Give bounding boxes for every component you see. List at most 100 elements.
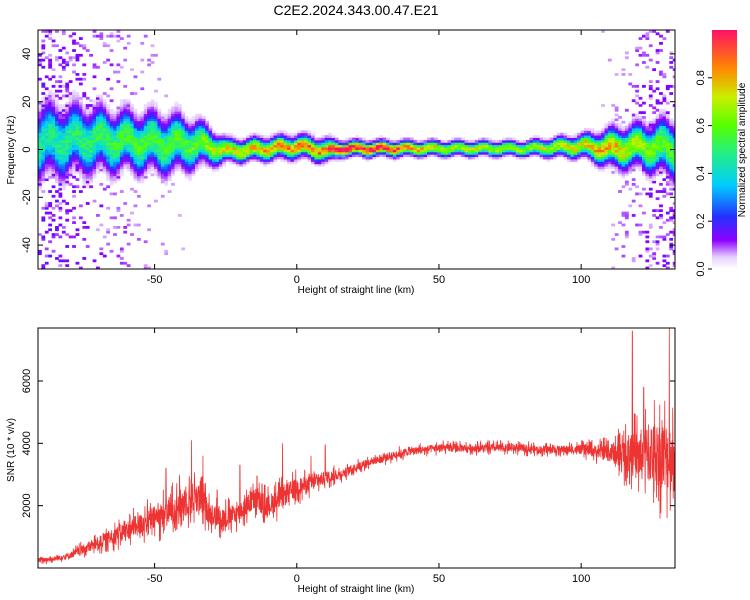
heatmap-cell (594, 163, 599, 167)
heatmap-cell (607, 163, 612, 167)
heatmap-cell (311, 159, 315, 162)
heatmap-cell (300, 137, 305, 141)
heatmap-cell (154, 173, 158, 177)
heatmap-cell (669, 125, 674, 129)
heatmap-cell (556, 135, 561, 138)
heatmap-cell (430, 154, 435, 158)
heatmap-cell (355, 142, 360, 146)
heatmap-cell (205, 142, 210, 146)
heatmap-cell (669, 168, 674, 172)
heatmap-cell (167, 149, 172, 153)
heatmap-cell (194, 149, 199, 153)
heatmap-cell (38, 63, 42, 67)
heatmap-cell (430, 151, 435, 155)
heatmap-cell (635, 137, 639, 141)
heatmap-cell (140, 173, 145, 177)
heatmap-cell (143, 264, 148, 268)
heatmap-cell (78, 175, 83, 179)
heatmap-cell (48, 154, 53, 158)
heatmap-cell (659, 139, 663, 143)
heatmap-cell (191, 142, 196, 146)
heatmap-cell (652, 118, 657, 122)
heatmap-cell (38, 135, 42, 138)
heatmap-cell (218, 137, 223, 141)
heatmap-cell (628, 73, 633, 76)
heatmap-cell (109, 137, 114, 141)
heatmap-cell (51, 154, 56, 158)
heatmap-cell (365, 149, 370, 153)
heatmap-cell (519, 147, 523, 150)
heatmap-cell (167, 144, 172, 148)
heatmap-cell (665, 125, 670, 129)
heatmap-cell (147, 266, 152, 269)
heatmap-cell (38, 116, 42, 119)
heatmap-cell (194, 118, 199, 122)
heatmap-cell (61, 120, 66, 124)
heatmap-cell (621, 214, 626, 217)
heatmap-cell (355, 139, 360, 143)
heatmap-cell (133, 190, 138, 193)
heatmap-cell (85, 135, 90, 138)
heatmap-cell (645, 144, 650, 148)
heatmap-cell (252, 137, 257, 141)
heatmap-cell (92, 113, 97, 117)
heatmap-cell (191, 123, 196, 126)
heatmap-cell (379, 144, 384, 148)
heatmap-cell (61, 182, 66, 186)
heatmap-cell (669, 56, 674, 60)
heatmap-cell (44, 108, 49, 112)
heatmap-cell (662, 154, 667, 158)
heatmap-cell (433, 137, 438, 141)
heatmap-cell (263, 149, 268, 153)
heatmap-cell (212, 168, 216, 172)
heatmap-cell (147, 58, 152, 62)
heatmap-cell (38, 161, 42, 165)
heatmap-cell (427, 137, 431, 141)
heatmap-cell (481, 154, 486, 158)
heatmap-cell (584, 147, 588, 150)
heatmap-cell (655, 209, 660, 213)
heatmap-cell (157, 130, 162, 134)
heatmap-cell (652, 127, 657, 131)
heatmap-cell (611, 266, 616, 269)
heatmap-cell (662, 94, 667, 98)
heatmap-cell (584, 127, 588, 131)
heatmap-cell (614, 171, 619, 174)
heatmap-cell (51, 142, 56, 146)
heatmap-cell (225, 156, 230, 160)
heatmap-cell (512, 151, 517, 155)
heatmap-cell (44, 106, 49, 110)
heatmap-cell (75, 168, 80, 172)
heatmap-cell (655, 235, 660, 239)
heatmap-cell (659, 92, 663, 95)
heatmap-cell (82, 44, 87, 48)
heatmap-cell (420, 144, 425, 148)
heatmap-cell (263, 156, 268, 160)
heatmap-cell (607, 132, 612, 136)
heatmap-cell (645, 249, 650, 253)
heatmap-cell (218, 132, 223, 136)
heatmap-cell (624, 142, 629, 146)
heatmap-cell (61, 199, 66, 203)
heatmap-cell (587, 139, 592, 143)
heatmap-cell (502, 149, 506, 153)
heatmap-cell (648, 142, 653, 146)
heatmap-cell (672, 171, 675, 174)
heatmap-cell (75, 96, 80, 100)
heatmap-cell (201, 149, 206, 153)
heatmap-cell (399, 154, 404, 158)
heatmap-cell (290, 132, 295, 136)
heatmap-cell (61, 46, 66, 50)
heatmap-cell (659, 123, 663, 126)
heatmap-cell (416, 149, 421, 153)
heatmap-cell (164, 154, 169, 158)
heatmap-cell (68, 96, 73, 100)
heatmap-cell (618, 135, 622, 138)
heatmap-cell (58, 130, 63, 134)
heatmap-cell (351, 149, 356, 153)
heatmap-cell (58, 166, 63, 170)
heatmap-cell (92, 151, 97, 155)
heatmap-cell (215, 159, 220, 162)
heatmap-cell (662, 187, 667, 191)
heatmap-cell (92, 101, 97, 105)
